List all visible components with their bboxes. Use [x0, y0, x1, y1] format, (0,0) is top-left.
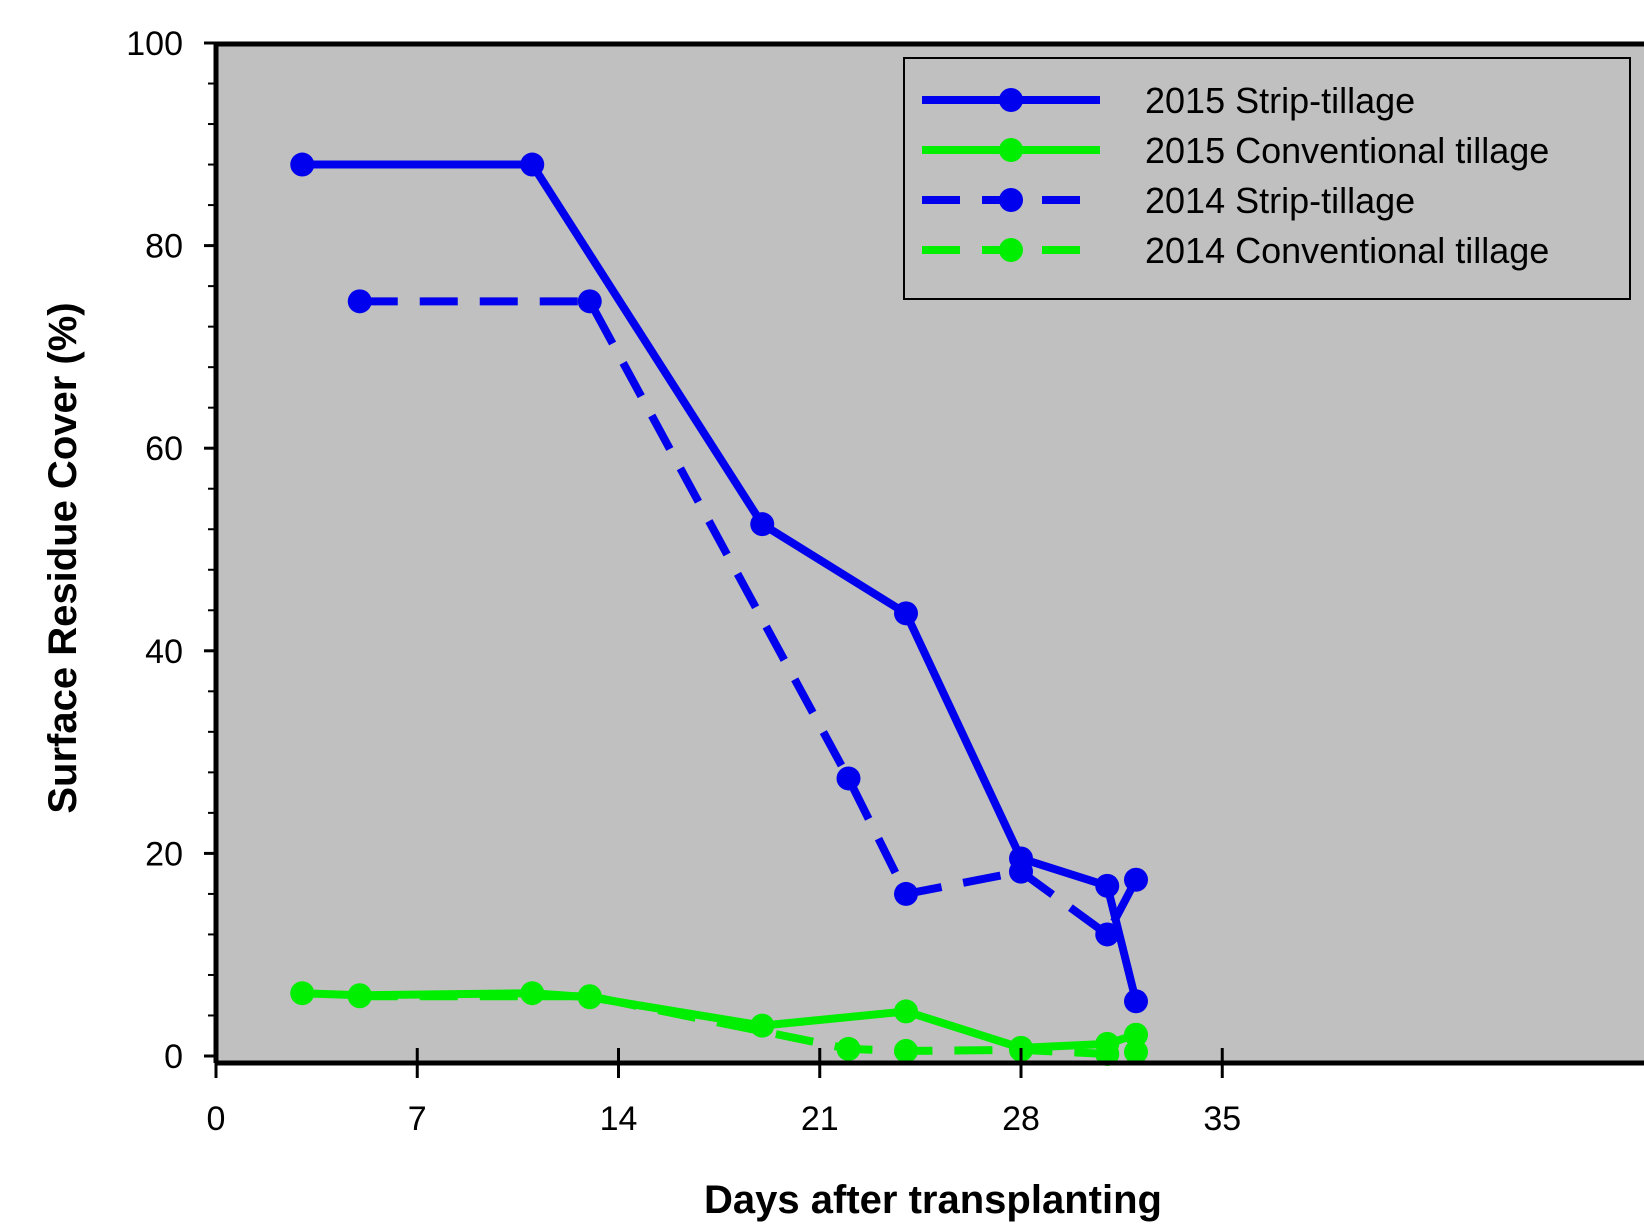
data-point [894, 601, 918, 626]
data-point [520, 981, 545, 1006]
y-tick-label: 40 [145, 633, 183, 671]
data-point [1009, 1035, 1033, 1060]
data-point [290, 981, 315, 1006]
x-tick-label: 35 [1203, 1100, 1241, 1138]
y-tick-label: 100 [126, 25, 183, 63]
legend-label: 2015 Conventional tillage [1145, 130, 1549, 171]
data-point [894, 881, 918, 906]
data-point [894, 1038, 918, 1063]
data-point [520, 152, 545, 177]
data-point [1009, 846, 1033, 871]
data-point [1095, 922, 1120, 947]
ticks-layer: 0 7 14 21 28 35 0 20 40 60 80 100 [126, 25, 1241, 1138]
series-layer [290, 152, 1148, 1066]
legend-swatch-marker [999, 188, 1023, 212]
y-tick-label: 60 [145, 430, 183, 468]
x-axis-title: Days after transplanting [704, 1178, 1162, 1222]
data-point [1095, 873, 1120, 898]
data-point [750, 1013, 775, 1038]
legend-label: 2014 Strip-tillage [1145, 180, 1415, 221]
legend-swatch-marker [999, 138, 1023, 162]
legend-swatch-marker [999, 238, 1023, 262]
data-point [836, 1036, 861, 1061]
legend-label: 2014 Conventional tillage [1145, 230, 1549, 271]
data-point [290, 152, 315, 177]
y-tick-label: 0 [164, 1038, 183, 1076]
x-tick-label: 0 [207, 1100, 226, 1138]
legend-items: 2015 Strip-tillage 2015 Conventional till… [922, 80, 1549, 271]
data-point [1124, 867, 1148, 892]
data-point [836, 766, 861, 791]
data-point [577, 289, 602, 314]
data-point [1095, 1031, 1120, 1056]
data-point [1124, 989, 1148, 1014]
x-tick-label: 28 [1002, 1100, 1040, 1138]
data-point [750, 512, 775, 537]
data-point [1124, 1022, 1148, 1047]
legend-label: 2015 Strip-tillage [1145, 80, 1415, 121]
data-point [347, 983, 372, 1008]
y-tick-label: 20 [145, 835, 183, 873]
data-point [1124, 1039, 1148, 1064]
data-point [347, 289, 372, 314]
data-point [894, 999, 918, 1024]
x-tick-label: 14 [600, 1100, 638, 1138]
x-tick-label: 7 [408, 1100, 427, 1138]
legend: 2015 Strip-tillage 2015 Conventional till… [903, 57, 1631, 300]
x-tick-label: 21 [801, 1100, 839, 1138]
legend-swatch-marker [999, 88, 1023, 112]
y-tick-label: 80 [145, 228, 183, 266]
data-point [577, 985, 602, 1010]
y-axis-title: Surface Residue Cover (%) [41, 302, 85, 813]
